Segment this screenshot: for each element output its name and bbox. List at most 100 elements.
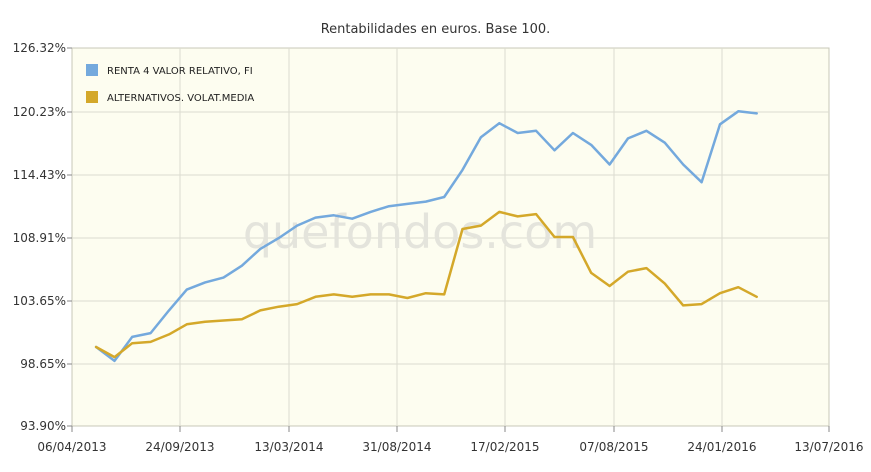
series-2-point bbox=[719, 292, 721, 295]
plot-area bbox=[71, 47, 830, 427]
x-tick-label: 13/07/2016 bbox=[794, 440, 863, 454]
series-1-point bbox=[498, 122, 501, 125]
x-tick-label: 24/09/2013 bbox=[145, 440, 214, 454]
chart-title: Rentabilidades en euros. Base 100. bbox=[320, 22, 551, 37]
series-2-point bbox=[259, 309, 262, 312]
series-1-point bbox=[113, 360, 116, 362]
series-2-point bbox=[149, 341, 152, 343]
series-2-point bbox=[461, 228, 464, 230]
series-1-point bbox=[590, 144, 593, 146]
series-1-point bbox=[424, 200, 427, 203]
series-1-point bbox=[259, 248, 262, 250]
series-1-point bbox=[443, 196, 446, 198]
series-1-point bbox=[516, 132, 519, 134]
series-2-point bbox=[737, 286, 740, 289]
y-tick-label: 103.65% bbox=[13, 294, 66, 308]
series-2-point bbox=[553, 236, 556, 238]
series-2-point bbox=[682, 304, 685, 307]
y-tick-label: 114.43% bbox=[13, 168, 66, 182]
series-2-point bbox=[113, 356, 116, 358]
series-2-point bbox=[369, 293, 372, 296]
series-2-point bbox=[351, 295, 354, 298]
series-1-point bbox=[553, 149, 556, 152]
y-tick-label: 98.65% bbox=[20, 357, 66, 371]
x-tick-label: 17/02/2015 bbox=[470, 440, 539, 454]
series-1-point bbox=[737, 110, 740, 113]
legend-swatch-renta4 bbox=[86, 64, 98, 76]
x-tick-label: 31/08/2014 bbox=[362, 440, 431, 454]
series-2-point bbox=[314, 295, 317, 298]
series-2-point bbox=[424, 292, 427, 295]
series-2-point bbox=[700, 303, 703, 305]
series-2-point bbox=[388, 293, 390, 296]
series-1-point bbox=[406, 203, 409, 205]
legend-label-renta4: RENTA 4 VALOR RELATIVO, FI bbox=[107, 66, 253, 77]
series-2-point bbox=[241, 318, 243, 321]
series-layer bbox=[94, 110, 758, 363]
series-2-point bbox=[535, 213, 537, 216]
series-1-point bbox=[645, 129, 648, 132]
series-2-point bbox=[168, 333, 170, 336]
series-1-point bbox=[241, 264, 243, 267]
y-tick-label: 93.90% bbox=[20, 419, 66, 433]
series-2-point bbox=[498, 211, 501, 213]
legend-label-alternativos: ALTERNATIVOS. VOLAT.MEDIA bbox=[107, 93, 254, 104]
x-tick-label: 06/04/2013 bbox=[37, 440, 106, 454]
series-2-point bbox=[332, 293, 335, 296]
x-tick-label: 24/01/2016 bbox=[687, 440, 756, 454]
series-2-point bbox=[608, 285, 611, 287]
watermark: quefondos.com bbox=[243, 205, 597, 259]
y-tick-label: 108.91% bbox=[13, 231, 66, 245]
series-1-point bbox=[131, 336, 134, 338]
series-2-point bbox=[572, 236, 574, 238]
series-2-point bbox=[406, 297, 409, 299]
x-tick-label: 07/08/2015 bbox=[579, 440, 648, 454]
series-1-point bbox=[572, 132, 574, 134]
series-1-point bbox=[719, 123, 721, 126]
series-2-point bbox=[131, 342, 134, 345]
series-1-point bbox=[332, 214, 335, 217]
series-2-point bbox=[204, 320, 207, 323]
series-2-point bbox=[185, 323, 188, 326]
series-1-point bbox=[535, 129, 537, 132]
legend: RENTA 4 VALOR RELATIVO, FI ALTERNATIVOS.… bbox=[86, 64, 254, 104]
x-tick-label: 13/03/2014 bbox=[254, 440, 323, 454]
grid bbox=[72, 48, 829, 426]
series-2-point bbox=[95, 346, 97, 348]
series-1-point bbox=[296, 224, 298, 227]
series-1-point bbox=[351, 217, 354, 220]
y-tick-label: 126.32% bbox=[13, 41, 66, 55]
series-2-point bbox=[627, 270, 629, 273]
series-1-point bbox=[185, 288, 188, 291]
series-1-point bbox=[149, 332, 152, 334]
series-1-point bbox=[388, 205, 390, 208]
series-1-point bbox=[663, 141, 666, 144]
series-2-point bbox=[645, 267, 648, 269]
series-1-point bbox=[608, 163, 611, 166]
legend-swatch-alternativos bbox=[86, 91, 98, 103]
series-2-point bbox=[480, 224, 482, 227]
series-2-point bbox=[296, 303, 298, 305]
series-1-point bbox=[627, 137, 629, 140]
y-tick-label: 120.23% bbox=[13, 105, 66, 119]
series-2-point bbox=[590, 272, 593, 274]
axis-layer: 126.32% 120.23% 114.43% 108.91% 103.65% 98.65… bbox=[13, 41, 864, 454]
series-1-point bbox=[222, 276, 225, 279]
series-1-point bbox=[682, 163, 685, 166]
series-1-point bbox=[461, 169, 464, 171]
series-2-point bbox=[663, 282, 666, 285]
series-2-point bbox=[443, 293, 446, 296]
series-1-point bbox=[168, 309, 170, 312]
series-1-point bbox=[314, 216, 317, 219]
series-1-point bbox=[369, 211, 372, 213]
series-2-point bbox=[222, 319, 225, 322]
series-1-point bbox=[277, 237, 280, 240]
series-2-point bbox=[277, 305, 280, 308]
series-1-point bbox=[480, 136, 482, 139]
series-1-point bbox=[755, 112, 758, 115]
series-2-point bbox=[516, 215, 519, 218]
series-2-point bbox=[755, 295, 758, 298]
series-1-point bbox=[204, 281, 207, 284]
series-1-point bbox=[700, 181, 703, 184]
